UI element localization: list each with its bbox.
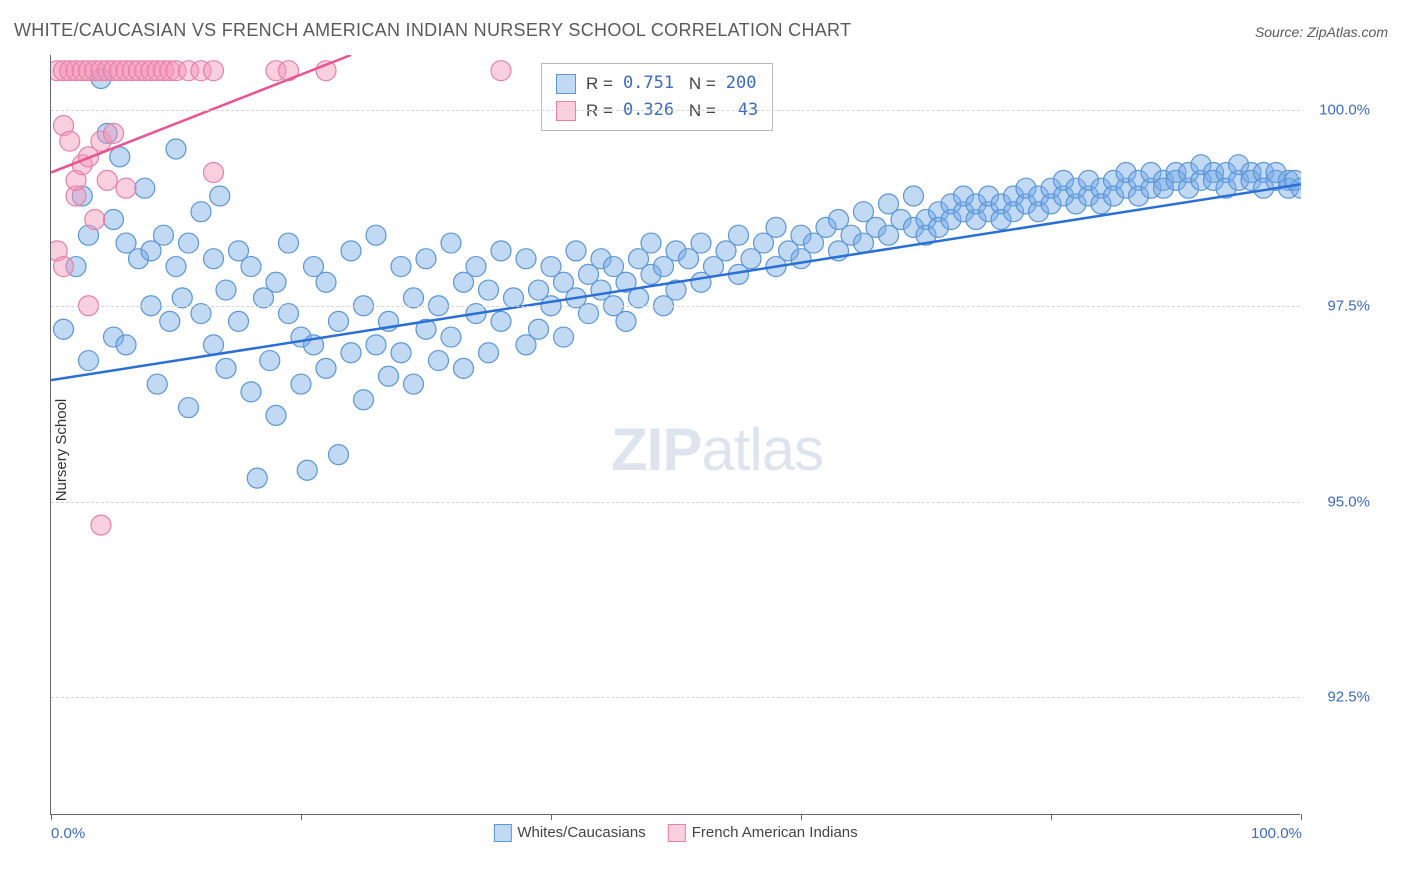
source-label: Source: ZipAtlas.com (1255, 24, 1388, 40)
legend-swatch-pink (668, 824, 686, 842)
plot-area: R = 0.751 N = 200 R = 0.326 N = 43 ZIPat… (50, 55, 1300, 815)
ytick-label: 95.0% (1327, 493, 1370, 510)
stats-row-blue: R = 0.751 N = 200 (556, 70, 758, 97)
scatter-svg (51, 55, 1301, 815)
xtick-label: 0.0% (51, 825, 85, 842)
stat-r-blue: 0.751 (623, 70, 674, 97)
ytick-label: 100.0% (1319, 101, 1370, 118)
stat-label-n: N = (684, 70, 716, 97)
gridline (51, 306, 1300, 307)
swatch-blue (556, 74, 576, 94)
chart-container: Nursery School R = 0.751 N = 200 R = 0.3… (50, 55, 1386, 845)
xtick (1051, 814, 1052, 820)
xtick (301, 814, 302, 820)
legend-item-pink: French American Indians (668, 824, 858, 842)
stat-n-blue: 200 (726, 70, 757, 97)
xtick (551, 814, 552, 820)
legend-bottom: Whites/Caucasians French American Indian… (493, 824, 857, 842)
chart-title: WHITE/CAUCASIAN VS FRENCH AMERICAN INDIA… (14, 20, 851, 41)
stats-legend-box: R = 0.751 N = 200 R = 0.326 N = 43 (541, 63, 773, 131)
xtick (801, 814, 802, 820)
xtick-label: 100.0% (1251, 825, 1302, 842)
gridline (51, 110, 1300, 111)
gridline (51, 697, 1300, 698)
ytick-label: 97.5% (1327, 297, 1370, 314)
gridline (51, 502, 1300, 503)
legend-swatch-blue (493, 824, 511, 842)
ytick-label: 92.5% (1327, 689, 1370, 706)
xtick (51, 814, 52, 820)
xtick (1301, 814, 1302, 820)
legend-item-blue: Whites/Caucasians (493, 824, 645, 842)
legend-label-blue: Whites/Caucasians (517, 824, 645, 841)
legend-label-pink: French American Indians (692, 824, 858, 841)
stat-label-r: R = (586, 70, 613, 97)
